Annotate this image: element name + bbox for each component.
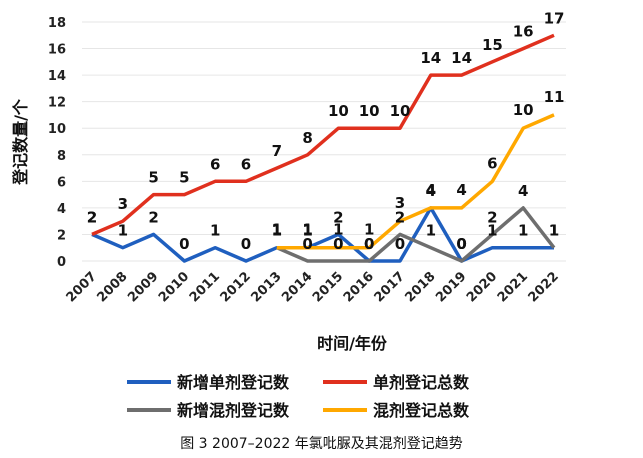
- data-label-s3-2016: 0: [364, 235, 374, 253]
- data-label-s4-2013: 1: [272, 221, 282, 239]
- y-tick-12: 12: [48, 96, 66, 111]
- x-tick-2013: 2013: [248, 269, 284, 305]
- y-tick-16: 16: [48, 43, 66, 58]
- data-label-s2-2014: 8: [302, 129, 312, 147]
- y-gridlines: [82, 21, 566, 262]
- x-tick-2010: 2010: [156, 269, 192, 305]
- y-tick-6: 6: [57, 175, 66, 190]
- data-label-s4-2018: 4: [426, 181, 436, 199]
- data-label-s4-2015: 1: [333, 221, 343, 239]
- series-line-3: [276, 206, 556, 263]
- data-label-s4-2017: 3: [395, 194, 405, 212]
- data-label-s2-2012: 6: [241, 155, 251, 173]
- y-tick-2: 2: [57, 228, 66, 243]
- data-label-s1-2022: 1: [549, 222, 559, 240]
- series-line-1: [91, 206, 554, 263]
- data-label-s2-2020: 15: [482, 36, 503, 54]
- data-label-s3-2020: 2: [487, 208, 497, 226]
- data-label-s2-2017: 10: [390, 102, 411, 120]
- y-tick-18: 18: [48, 16, 66, 31]
- data-label-s1-2016: 0: [364, 235, 374, 253]
- x-tick-2016: 2016: [341, 269, 377, 305]
- data-label-s3-2013: 1: [272, 222, 282, 240]
- data-label-s1-2010: 0: [179, 235, 189, 253]
- series-line-2: [91, 33, 555, 237]
- series-line-4: [276, 113, 555, 250]
- x-tick-2011: 2011: [187, 269, 223, 305]
- y-tick-8: 8: [57, 149, 66, 164]
- data-label-s1-2008: 1: [118, 222, 128, 240]
- legend-label-4: 混剂登记总数: [373, 401, 470, 420]
- data-label-s1-2011: 1: [210, 222, 220, 240]
- x-tick-2008: 2008: [94, 269, 130, 305]
- data-label-s3-2014: 0: [302, 235, 312, 253]
- data-label-s4-2019: 4: [456, 181, 466, 199]
- data-label-s1-2015: 2: [333, 208, 343, 226]
- y-tick-4: 4: [57, 202, 66, 217]
- legend-label-1: 新增单剂登记数: [177, 373, 290, 392]
- figure-caption: 图 3 2007–2022 年氯吡脲及其混剂登记趋势: [180, 436, 463, 452]
- data-label-s2-2009: 5: [148, 169, 158, 187]
- data-label-s2-2016: 10: [359, 102, 380, 120]
- y-axis-title: 登记数量/个: [11, 98, 30, 186]
- data-label-s1-2007: 2: [87, 208, 97, 226]
- x-tick-2022: 2022: [526, 269, 562, 305]
- x-axis-title: 时间/年份: [317, 334, 388, 353]
- x-tick-2015: 2015: [310, 269, 346, 305]
- data-label-s3-2022: 1: [549, 222, 559, 240]
- data-label-s4-2014: 1: [302, 221, 312, 239]
- data-label-s1-2013: 1: [272, 222, 282, 240]
- data-label-s2-2013: 7: [272, 142, 282, 160]
- legend-label-2: 单剂登记总数: [373, 373, 470, 392]
- data-label-s2-2010: 5: [179, 169, 189, 187]
- data-label-s3-2019: 0: [456, 235, 466, 253]
- data-label-s1-2012: 0: [241, 235, 251, 253]
- x-tick-2012: 2012: [218, 269, 254, 305]
- x-tick-2009: 2009: [125, 269, 161, 305]
- data-label-s2-2011: 6: [210, 155, 220, 173]
- data-label-s1-2009: 2: [148, 208, 158, 226]
- data-label-s3-2015: 0: [333, 235, 343, 253]
- data-label-s2-2015: 10: [328, 102, 349, 120]
- x-tick-2018: 2018: [402, 269, 438, 305]
- data-label-s2-2021: 16: [513, 23, 534, 41]
- data-label-s2-2008: 3: [118, 195, 128, 213]
- data-label-s2-2019: 14: [451, 49, 472, 67]
- data-label-s1-2019: 0: [456, 235, 466, 253]
- data-label-s4-2016: 1: [364, 221, 374, 239]
- data-label-s2-2022: 17: [544, 9, 565, 27]
- data-label-s4-2020: 6: [487, 154, 497, 172]
- data-label-s3-2021: 4: [518, 182, 528, 200]
- legend-label-3: 新增混剂登记数: [177, 401, 290, 420]
- y-tick-labels: 0 2 4 6 8 10 12 14 16 18: [48, 16, 66, 270]
- series-lines: [91, 33, 556, 263]
- line-chart: 2007200820092010201120122013201420152016…: [11, 9, 566, 420]
- data-label-s4-2021: 10: [513, 101, 534, 119]
- x-tick-2021: 2021: [495, 269, 531, 305]
- x-tick-2019: 2019: [433, 269, 469, 305]
- x-tick-2020: 2020: [464, 269, 500, 305]
- data-label-s1-2017: 0: [395, 235, 405, 253]
- data-label-s1-2018: 4: [426, 182, 436, 200]
- data-label-s3-2018: 1: [426, 222, 436, 240]
- data-label-s2-2007: 2: [87, 208, 97, 226]
- data-label-s1-2014: 1: [302, 222, 312, 240]
- y-tick-14: 14: [48, 69, 66, 84]
- x-tick-2014: 2014: [279, 269, 315, 305]
- data-label-s2-2018: 14: [420, 49, 441, 67]
- x-tick-2007: 2007: [64, 269, 100, 305]
- data-label-s4-2022: 11: [544, 88, 565, 106]
- y-tick-10: 10: [48, 122, 66, 137]
- data-label-s3-2017: 2: [395, 208, 405, 226]
- y-tick-0: 0: [57, 255, 66, 270]
- x-tick-labels: 2007200820092010201120122013201420152016…: [64, 269, 562, 305]
- data-label-s1-2021: 1: [518, 222, 528, 240]
- x-tick-2017: 2017: [372, 269, 408, 305]
- data-label-s1-2020: 1: [487, 222, 497, 240]
